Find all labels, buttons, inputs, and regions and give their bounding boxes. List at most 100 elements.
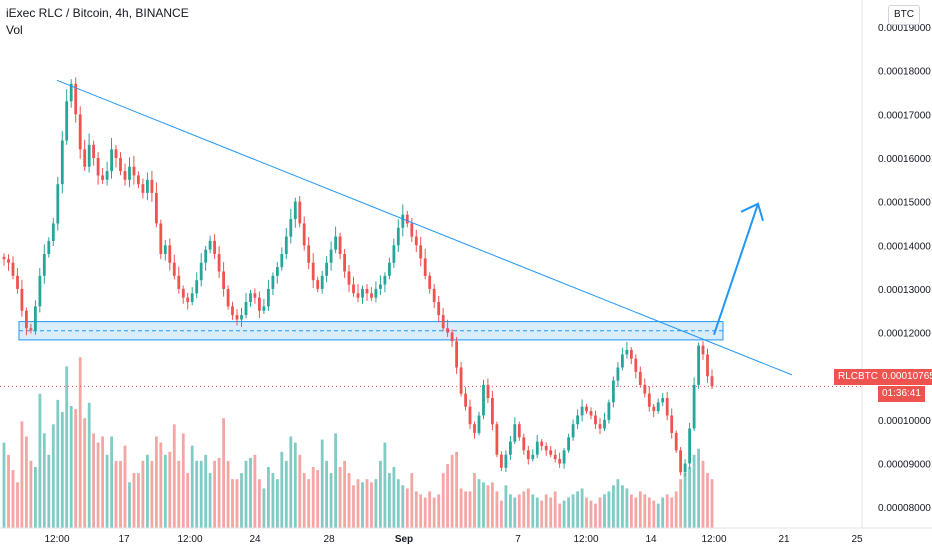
candle-body: [414, 236, 418, 246]
price-tick-label: 0.00017000: [878, 110, 931, 121]
candle-body: [235, 315, 239, 320]
volume-bar: [276, 479, 279, 528]
projection-arrow: [713, 203, 759, 336]
volume-bar: [365, 479, 369, 528]
volume-bar: [522, 491, 526, 528]
volume-bar: [630, 494, 633, 528]
price-tick-label: 0.00018000: [878, 67, 931, 78]
volume-bar: [535, 497, 539, 528]
volume-bar: [307, 479, 311, 528]
chart-title: iExec RLC / Bitcoin, 4h, BINANCE: [6, 6, 189, 20]
candle-body: [647, 393, 651, 407]
candle-body: [522, 437, 526, 451]
candle-body: [146, 179, 149, 193]
candle-body: [293, 201, 297, 220]
candle-body: [491, 398, 494, 425]
volume-bar: [146, 454, 149, 528]
candle-body: [665, 398, 669, 416]
price-tick-label: 0.00019000: [878, 23, 931, 34]
volume-bar: [217, 457, 221, 528]
price-axis[interactable]: 0.000080000.000090000.000100000.00011000…: [861, 0, 931, 528]
candle-body: [302, 223, 306, 246]
candle-body: [29, 328, 33, 331]
volume-bar: [258, 479, 261, 528]
candle-body: [603, 419, 606, 429]
volume-bar: [240, 473, 243, 528]
candle-body: [379, 284, 382, 289]
volume-bar: [450, 454, 454, 528]
volume-bar: [486, 485, 490, 528]
candle-body: [20, 288, 24, 311]
candle-body: [450, 332, 454, 342]
candle-body: [267, 288, 270, 307]
candle-body: [280, 254, 284, 268]
volume-bar: [468, 491, 472, 528]
candle-body: [69, 83, 73, 102]
candle-body: [284, 236, 288, 254]
candle-body: [110, 149, 113, 172]
candle-body: [181, 288, 185, 298]
candle-body: [423, 258, 427, 276]
candle-body: [65, 101, 69, 141]
last-price-label: RLCBTC 0.00010765: [834, 369, 932, 385]
volume-bar: [181, 433, 185, 528]
time-axis[interactable]: 12:00 17 12:00 24 28 Sep 7 12:00 14 12:00 21 25: [0, 527, 932, 545]
price-tick-label: 0.00013000: [878, 285, 931, 296]
price-tick-label: 0.00012000: [878, 329, 931, 340]
currency-button[interactable]: BTC: [888, 5, 920, 25]
volume-bar: [311, 467, 315, 528]
candle-body: [34, 306, 37, 331]
volume-bar: [29, 460, 33, 528]
volume-bar: [455, 451, 458, 529]
volume-bar: [482, 482, 485, 529]
volume-bar: [558, 503, 562, 528]
candle-body: [311, 262, 315, 281]
volume-bar: [105, 454, 109, 528]
volume-bar: [316, 470, 320, 528]
candle-body: [598, 424, 602, 429]
volume-bar: [500, 500, 503, 528]
volume-bar: [647, 497, 651, 528]
candle-body: [388, 262, 391, 276]
candle-body: [101, 175, 104, 180]
candle-body: [567, 437, 570, 451]
candle-body: [432, 288, 436, 302]
volume-bar: [580, 488, 584, 528]
candle-body: [105, 171, 109, 180]
candle-body: [289, 219, 293, 237]
candle-body: [347, 271, 351, 285]
volume-bar: [208, 473, 212, 528]
volume-bar: [423, 497, 427, 528]
volume-bar: [56, 399, 60, 528]
candle-body: [513, 424, 517, 442]
candle-body: [688, 428, 691, 464]
candle-body: [262, 306, 266, 311]
volume-bar: [249, 457, 252, 528]
candle-body: [558, 459, 562, 464]
volume-bar: [638, 491, 642, 528]
candle-body: [679, 450, 682, 473]
volume-bar: [25, 436, 28, 528]
candle-body: [365, 288, 369, 294]
candle-body: [7, 259, 10, 263]
time-tick-label: 14: [645, 534, 657, 545]
volume-bar: [504, 485, 508, 528]
volume-bar: [74, 409, 78, 528]
candle-body: [374, 288, 378, 298]
volume-bar: [114, 460, 118, 528]
time-tick-label: 12:00: [177, 534, 202, 545]
candle-body: [271, 275, 275, 289]
volume-bar: [598, 497, 602, 528]
volume-bar: [701, 460, 705, 528]
price-tick-label: 0.00014000: [878, 241, 931, 252]
volume-bar: [414, 491, 418, 528]
volume-bar: [388, 473, 391, 528]
volume-bar: [204, 454, 208, 528]
volume-bar: [271, 473, 275, 528]
candle-body: [186, 297, 190, 302]
volume-bar: [302, 473, 306, 528]
candle-body: [226, 288, 230, 307]
candle-body: [562, 450, 566, 464]
volume-bar: [697, 448, 700, 528]
